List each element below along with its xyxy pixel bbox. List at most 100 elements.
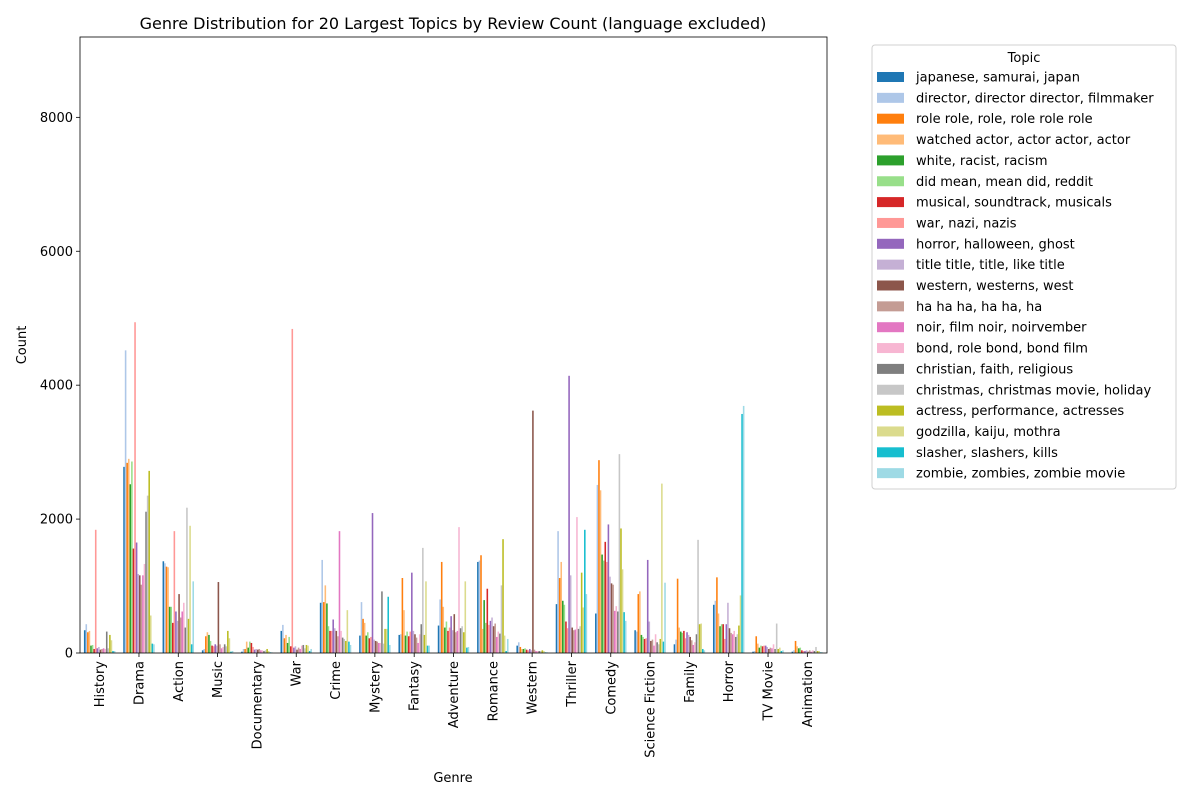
bar	[418, 634, 421, 653]
bar	[337, 636, 339, 653]
x-tick-label: Family	[683, 661, 698, 703]
bar	[326, 603, 328, 653]
bar	[90, 645, 92, 653]
legend-swatch	[877, 155, 904, 166]
bar	[480, 555, 482, 653]
bar	[87, 632, 89, 653]
bar	[285, 634, 287, 653]
bar	[131, 461, 133, 653]
legend-label: actress, performance, actresses	[916, 404, 1124, 419]
bar	[384, 628, 386, 653]
bar	[522, 648, 525, 653]
bar	[382, 643, 385, 653]
bar	[694, 642, 696, 653]
bar	[99, 649, 102, 653]
legend-label: zombie, zombies, zombie movie	[916, 467, 1125, 482]
y-tick-label: 2000	[40, 513, 73, 528]
bar	[222, 646, 224, 653]
bar	[110, 640, 113, 653]
bar	[730, 632, 732, 653]
legend-item: watched actor, actor actor, actor	[877, 133, 1131, 148]
bar	[620, 528, 622, 653]
bar	[503, 635, 506, 653]
bar	[566, 628, 569, 653]
bar	[543, 650, 545, 653]
bar	[595, 613, 597, 653]
bar	[330, 630, 333, 653]
bar	[524, 648, 526, 653]
bar	[321, 559, 323, 653]
bar	[805, 650, 808, 653]
bar	[812, 650, 814, 653]
bar	[286, 642, 289, 653]
bar	[307, 645, 309, 653]
bar	[791, 651, 794, 653]
bar	[340, 630, 342, 653]
bar	[376, 641, 379, 653]
legend-label: western, westerns, west	[916, 279, 1074, 294]
legend-swatch	[877, 280, 904, 291]
bar	[252, 646, 254, 653]
bar	[401, 578, 404, 653]
bar	[439, 599, 441, 653]
bar	[760, 645, 762, 653]
bar	[659, 638, 662, 653]
bar	[793, 650, 795, 653]
bar	[466, 647, 468, 653]
bar	[132, 548, 135, 653]
bar	[255, 648, 257, 653]
bar	[796, 646, 798, 653]
legend-swatch	[877, 72, 904, 82]
legend-item: role role, role, role role role	[877, 112, 1093, 127]
bar	[228, 638, 231, 653]
bar	[683, 630, 685, 653]
bar	[467, 646, 470, 653]
bar	[341, 637, 344, 653]
bar	[414, 634, 416, 653]
x-tick-label: Romance	[486, 661, 501, 721]
bar	[344, 640, 347, 653]
bar	[168, 606, 171, 653]
bar	[609, 576, 611, 653]
plot-area	[79, 36, 828, 654]
x-tick-label: History	[93, 661, 108, 708]
x-tick-label: Western	[526, 661, 541, 714]
bar	[190, 644, 193, 653]
bar	[297, 647, 300, 653]
bar	[85, 624, 88, 653]
legend-label: watched actor, actor actor, actor	[916, 133, 1131, 148]
series-14	[104, 517, 814, 653]
legend-item: white, racist, racism	[877, 154, 1048, 169]
y-axis: 0 2000 4000 6000 8000	[40, 111, 80, 662]
legend-swatch	[877, 259, 904, 270]
bar	[201, 650, 204, 653]
bar	[527, 650, 529, 653]
bar	[598, 460, 600, 653]
bar	[808, 650, 811, 653]
bar	[558, 578, 561, 653]
bar	[769, 647, 772, 653]
bar	[400, 634, 402, 653]
bar	[263, 650, 265, 653]
bar	[124, 350, 127, 653]
bar	[802, 650, 805, 653]
bar	[261, 650, 264, 653]
legend-swatch	[877, 217, 904, 228]
bar	[692, 644, 695, 653]
bar	[107, 648, 110, 653]
bar	[360, 602, 363, 653]
legend-swatch	[877, 405, 904, 416]
legend-swatch	[877, 113, 904, 124]
series-10	[98, 573, 808, 653]
bar	[607, 524, 610, 653]
bar	[579, 626, 581, 653]
bar	[333, 628, 336, 653]
bar	[782, 650, 784, 653]
bar	[104, 648, 106, 653]
bar	[450, 616, 452, 653]
bar	[143, 563, 146, 653]
bar	[403, 610, 405, 653]
bar	[101, 648, 103, 653]
bar	[227, 630, 229, 653]
